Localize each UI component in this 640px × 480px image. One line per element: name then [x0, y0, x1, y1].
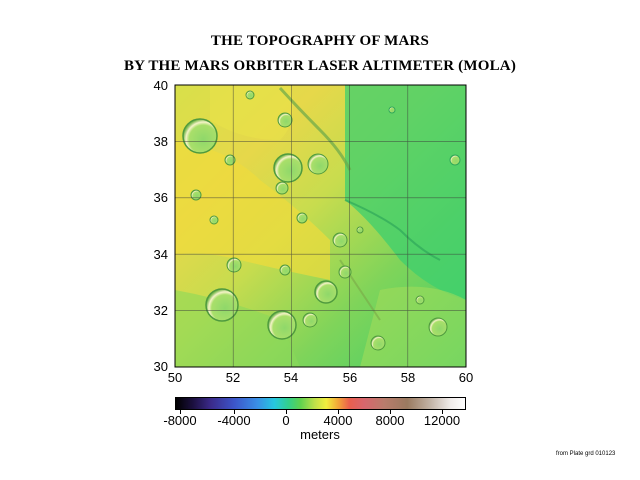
crater: [224, 154, 236, 166]
map-title-line2: BY THE MARS ORBITER LASER ALTIMETER (MOL…: [123, 58, 517, 74]
crater: [209, 215, 219, 225]
lon-tick-label: 58: [400, 370, 416, 385]
highland-patch-north: [210, 85, 294, 140]
lon-tick-label: 52: [225, 370, 241, 385]
crater: [415, 295, 425, 305]
lat-tick-label: 38: [153, 134, 168, 149]
lat-tick-label: 34: [153, 247, 168, 262]
crater: [267, 310, 297, 340]
elevation-colorbar: [175, 397, 466, 410]
colorbar-tick: [180, 410, 181, 414]
colorbar-tick: [390, 410, 391, 414]
colorbar-label: 12000: [423, 413, 461, 428]
colorbar-tick: [286, 410, 287, 414]
colorbar-label: 0: [282, 413, 290, 428]
lon-tick-label: 56: [342, 370, 358, 385]
crater: [428, 317, 448, 337]
crater: [182, 118, 218, 154]
crater: [388, 106, 396, 114]
crater: [226, 257, 242, 273]
crater: [273, 153, 303, 183]
lat-tick-label: 30: [153, 359, 168, 374]
lat-tick-label: 32: [153, 303, 168, 318]
colorbar-label: 4000: [323, 413, 353, 428]
crater: [296, 212, 308, 224]
crater: [307, 153, 329, 175]
lon-tick-label: 54: [283, 370, 299, 385]
crater: [277, 112, 293, 128]
crater: [338, 265, 352, 279]
lon-tick-label: 60: [458, 370, 474, 385]
east-south-region: [360, 286, 466, 367]
colorbar-tick: [338, 410, 339, 414]
colorbar-label: 8000: [375, 413, 405, 428]
map-title-line1: THE TOPOGRAPHY OF MARS: [210, 33, 430, 49]
crater: [279, 264, 291, 276]
crater: [370, 335, 386, 351]
crater: [205, 288, 239, 322]
lon-tick-label: 50: [167, 370, 183, 385]
lowland-region: [345, 85, 466, 300]
craters: [182, 90, 461, 351]
colorbar-label: -4000: [217, 413, 251, 428]
crater: [245, 90, 255, 100]
crater: [314, 280, 338, 304]
colorbar-label: -8000: [163, 413, 197, 428]
graticule: [175, 85, 466, 367]
source-credit: from Plate grd 010123: [556, 451, 616, 457]
topography-map: [174, 84, 467, 368]
lat-tick-label: 40: [153, 78, 168, 93]
crater: [275, 181, 289, 195]
crater: [332, 232, 348, 248]
lat-tick-label: 36: [153, 190, 168, 205]
channel-2: [344, 199, 441, 261]
map-frame: [174, 84, 467, 368]
colorbar-tick: [234, 410, 235, 414]
crater: [449, 154, 461, 166]
channel-3: [339, 259, 381, 321]
colorbar-unit-label: meters: [300, 427, 340, 442]
crater: [302, 312, 318, 328]
crater: [190, 189, 202, 201]
crater: [356, 226, 364, 234]
colorbar-tick: [442, 410, 443, 414]
